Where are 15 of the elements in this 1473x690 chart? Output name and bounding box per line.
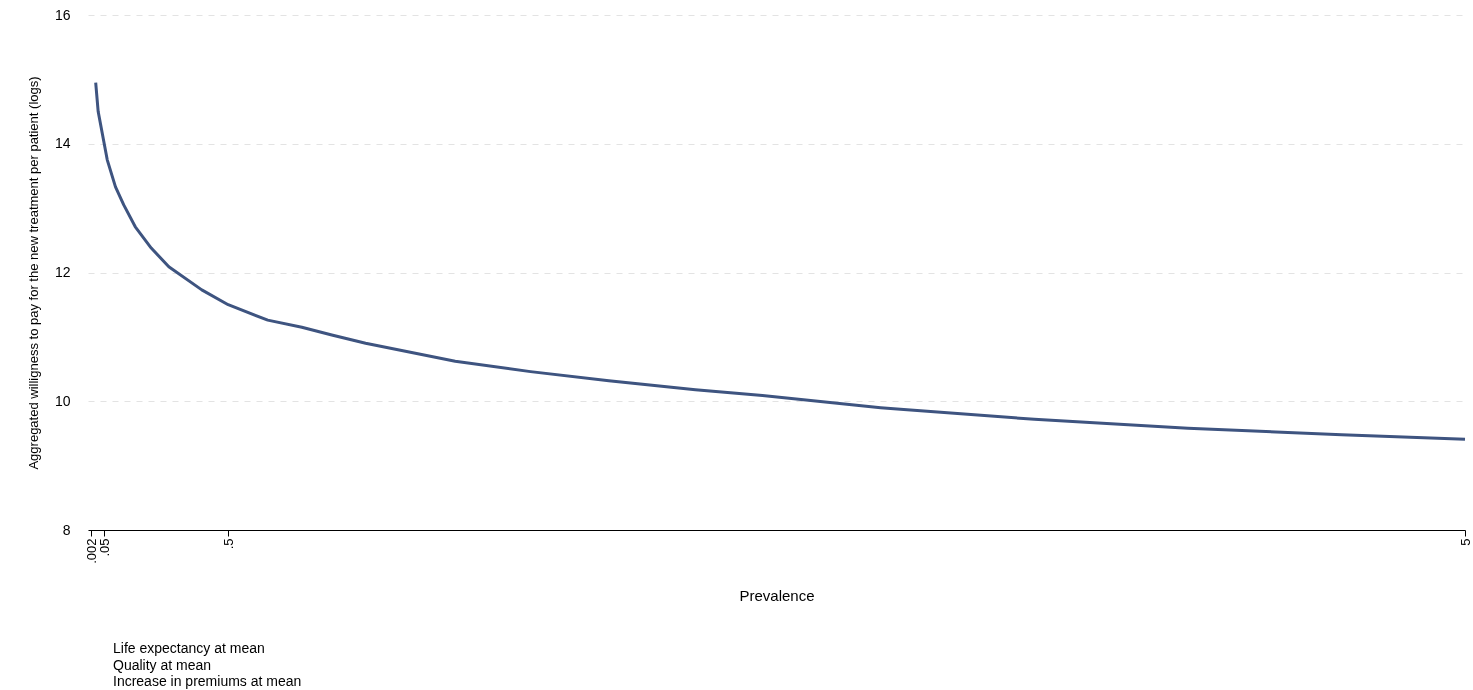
y-tick-label: 16 [54,6,71,23]
x-tick-label: .05 [96,538,112,557]
x-tick-label: 5 [1457,538,1473,546]
y-tick-label: 10 [54,392,71,409]
text: Quality at mean [113,656,212,673]
x-tick-label: .5 [220,538,236,550]
y-tick-label: 12 [54,264,71,280]
y-axis-title: Aggregated willigness to pay for the new treatment per patient (logs) [25,76,41,470]
y-tick-label: 14 [54,135,71,152]
x-axis-title: Prevalence [739,586,815,604]
x-tick-label: .002 [83,538,99,564]
text: Life expectancy at mean [113,640,265,656]
line-series [94,81,1467,441]
y-tick-label: 8 [62,521,71,538]
text: Increase in premiums at mean [113,673,302,689]
